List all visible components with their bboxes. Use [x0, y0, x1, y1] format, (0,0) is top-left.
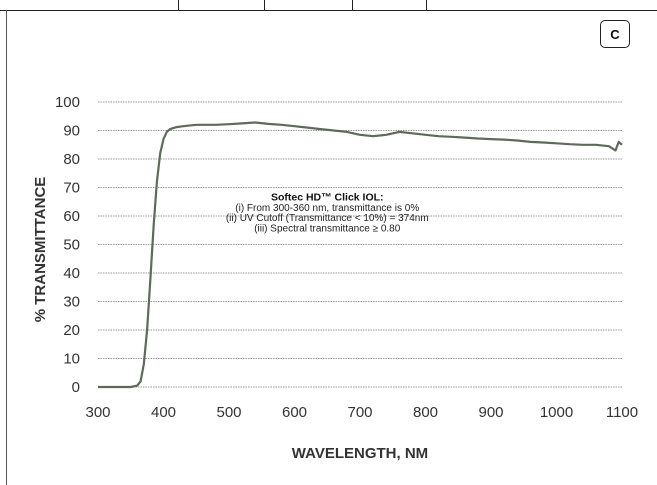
- x-tick-label: 300: [85, 404, 110, 421]
- y-axis-label: % TRANSMITTANCE: [32, 177, 49, 323]
- y-tick-label: 70: [63, 180, 80, 197]
- grid-lines: [98, 101, 622, 388]
- annotation-title: Softec HD™ Click IOL:: [271, 191, 384, 203]
- annotation-line-3: (iii) Spectral transmittance ≥ 0.80: [254, 223, 401, 234]
- table-cell: [178, 0, 265, 10]
- annotation-line-1: (i) From 300-360 nm, transmittance is 0%: [235, 203, 419, 214]
- x-tick-label: 400: [151, 404, 176, 421]
- x-axis-label: WAVELENGTH, NM: [292, 445, 428, 462]
- x-tick-label: 600: [282, 404, 307, 421]
- panel-label: C: [600, 20, 630, 48]
- table-cell: [352, 0, 427, 10]
- table-cell: [0, 0, 179, 10]
- x-tick-label: 800: [413, 404, 438, 421]
- table-cell: [264, 0, 353, 10]
- x-axis-ticks: 300 400 500 600 700 800 900 1000 1100: [85, 404, 638, 421]
- y-axis-ticks: 0 10 20 30 40 50 60 70 80 90 100: [55, 94, 80, 396]
- y-tick-label: 90: [63, 123, 80, 140]
- y-tick-label: 0: [72, 379, 80, 396]
- y-tick-label: 50: [63, 237, 80, 254]
- y-tick-label: 30: [63, 294, 80, 311]
- x-tick-label: 1100: [606, 404, 638, 421]
- annotation-line-2: (ii) UV Cutoff (Transmittance < 10%) = 3…: [226, 213, 429, 224]
- y-tick-label: 10: [63, 351, 80, 368]
- y-tick-label: 80: [63, 151, 80, 168]
- left-border: [6, 10, 7, 485]
- y-tick-label: 20: [63, 322, 80, 339]
- x-tick-label: 700: [347, 404, 372, 421]
- y-tick-label: 60: [63, 208, 80, 225]
- y-tick-label: 40: [63, 265, 80, 282]
- y-tick-label: 100: [55, 94, 80, 111]
- x-tick-label: 500: [216, 404, 241, 421]
- x-tick-label: 1000: [540, 404, 573, 421]
- x-tick-label: 900: [478, 404, 503, 421]
- table-border-top: [0, 0, 657, 11]
- series-line: [98, 121, 623, 389]
